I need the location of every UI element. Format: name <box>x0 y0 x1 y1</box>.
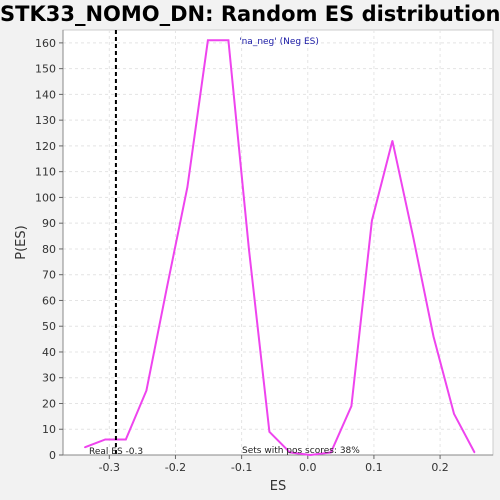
series-point <box>84 446 86 449</box>
series-layer <box>84 39 476 457</box>
series-point <box>412 235 414 237</box>
x-tick-label: 0.1 <box>365 461 383 474</box>
y-tick-label: 100 <box>35 191 56 204</box>
y-tick-label: 160 <box>35 37 56 50</box>
x-axis-label: ES <box>270 479 286 494</box>
series-point <box>145 389 148 392</box>
series-point <box>104 438 107 441</box>
y-tick-label: 120 <box>35 140 56 153</box>
series-point <box>330 451 332 454</box>
y-tick-label: 110 <box>35 166 56 179</box>
series-point <box>227 39 230 42</box>
series-point <box>207 39 209 42</box>
chart-title: STK33_NOMO_DN: Random ES distribution <box>0 2 500 26</box>
series-point <box>391 139 394 142</box>
y-tick-label: 40 <box>42 346 56 359</box>
series-point <box>371 219 373 222</box>
y-tick-label: 20 <box>42 397 56 410</box>
series-point <box>473 451 476 454</box>
series-point <box>350 405 353 407</box>
y-tick-label: 130 <box>35 114 56 127</box>
y-tick-label: 30 <box>42 372 56 385</box>
y-tick-label: 80 <box>42 243 56 256</box>
series-point <box>289 451 291 454</box>
series-line-neg-es <box>84 39 476 457</box>
y-axis-label: P(ES) <box>14 225 29 259</box>
series-point <box>248 248 250 250</box>
series-point <box>166 286 168 289</box>
plot-area <box>62 29 494 456</box>
y-tick-label: 0 <box>49 449 56 462</box>
y-tick-label: 50 <box>42 320 56 333</box>
series-point <box>432 335 435 338</box>
series-point <box>453 412 455 415</box>
x-tick-label: 0.2 <box>431 461 449 474</box>
series-point <box>186 186 189 188</box>
ticks: 0 10 20 30 40 50 60 70 80 90 100 110 120 130 140 150 160… <box>35 37 449 474</box>
axes <box>62 30 493 456</box>
x-tick-label: 0.0 <box>299 461 317 474</box>
legend-entry-label: 'na_neg' (Neg ES) <box>239 37 319 47</box>
y-tick-label: 70 <box>42 269 56 282</box>
y-tick-label: 150 <box>35 63 56 76</box>
pos-scores-annotation: Sets with pos scores: 38% <box>242 446 360 456</box>
y-tick-label: 60 <box>42 294 56 307</box>
y-tick-label: 10 <box>42 423 56 436</box>
y-tick-label: 140 <box>35 88 56 101</box>
y-tick-label: 90 <box>42 217 56 230</box>
series-point <box>125 438 127 441</box>
series-point <box>309 454 312 456</box>
series-point <box>268 431 271 433</box>
x-tick-label: -0.3 <box>99 461 120 474</box>
real-es-annotation: Real ES -0.3 <box>89 447 143 457</box>
x-tick-label: -0.2 <box>165 461 186 474</box>
x-tick-label: -0.1 <box>231 461 252 474</box>
